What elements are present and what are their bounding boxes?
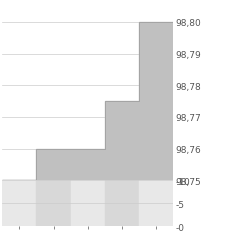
Bar [36,181,71,226]
Bar [105,181,139,226]
Polygon shape [2,23,173,181]
Bar [71,181,105,226]
Bar [139,181,173,226]
Bar [2,181,36,226]
